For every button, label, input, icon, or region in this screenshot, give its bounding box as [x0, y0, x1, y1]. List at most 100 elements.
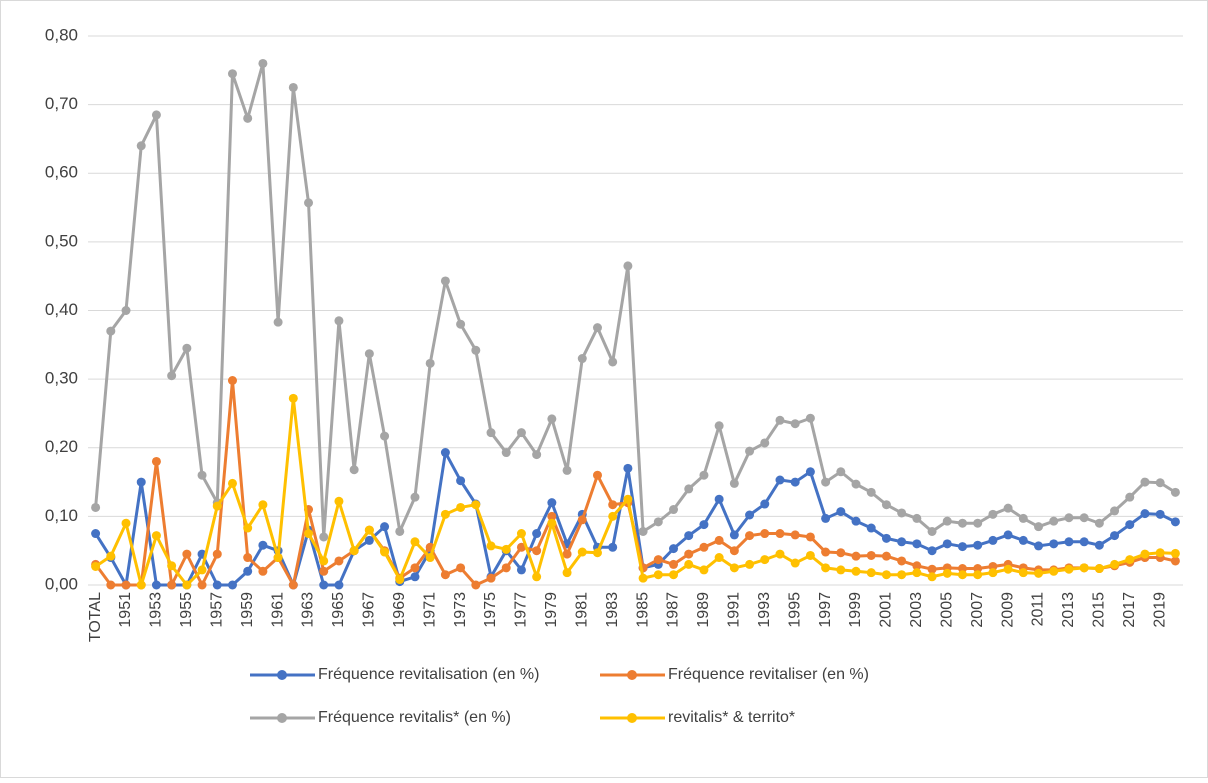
data-point [273, 553, 283, 563]
data-point [243, 553, 253, 563]
data-point [425, 358, 435, 368]
data-point [1170, 548, 1180, 558]
data-point [897, 570, 907, 580]
data-point [243, 566, 253, 576]
data-point [1155, 509, 1165, 519]
data-point [897, 556, 907, 566]
data-point [775, 475, 785, 485]
x-tick-label: 1995 [786, 592, 803, 628]
data-point [927, 546, 937, 556]
data-point [516, 542, 526, 552]
x-tick-label: 1985 [634, 592, 651, 628]
x-tick-label: 2001 [878, 592, 895, 628]
data-point [197, 565, 207, 575]
data-point [486, 428, 496, 438]
data-point [957, 570, 967, 580]
data-point [288, 82, 298, 92]
data-point [364, 535, 374, 545]
data-point [501, 544, 511, 554]
data-point [577, 354, 587, 364]
x-tick-label: 2003 [908, 592, 925, 628]
data-point [547, 518, 557, 528]
data-point [836, 565, 846, 575]
data-point [745, 559, 755, 569]
y-tick-label: 0,20 [45, 437, 78, 456]
data-point [638, 573, 648, 583]
x-tick-label: 1981 [573, 592, 590, 628]
data-point [501, 563, 511, 573]
data-point [1064, 564, 1074, 574]
y-tick-label: 0,50 [45, 231, 78, 250]
data-point [699, 542, 709, 552]
data-point [395, 575, 405, 585]
data-point [714, 553, 724, 563]
data-point [471, 345, 481, 355]
data-point [577, 515, 587, 525]
data-point [1170, 556, 1180, 566]
legend-marker [627, 713, 637, 723]
data-point [988, 568, 998, 578]
data-point [258, 500, 268, 510]
data-point [1110, 531, 1120, 541]
data-point [577, 547, 587, 557]
data-point [699, 520, 709, 530]
data-point [227, 375, 237, 385]
data-point [456, 319, 466, 329]
data-point [547, 498, 557, 508]
data-point [182, 580, 192, 590]
data-point [729, 478, 739, 488]
data-point [167, 580, 177, 590]
data-point [851, 566, 861, 576]
data-point [821, 513, 831, 523]
data-point [1049, 516, 1059, 526]
data-point [1049, 566, 1059, 576]
data-point [410, 492, 420, 502]
data-point [547, 414, 557, 424]
x-tick-label: 1989 [695, 592, 712, 628]
data-point [790, 477, 800, 487]
x-tick-label: 2011 [1030, 592, 1047, 627]
x-tick-label: 1961 [269, 592, 286, 628]
data-point [805, 467, 815, 477]
data-point [1094, 564, 1104, 574]
x-tick-label: 1997 [817, 592, 834, 628]
legend-marker [277, 713, 287, 723]
data-point [790, 419, 800, 429]
data-point [197, 580, 207, 590]
y-tick-label: 0,10 [45, 506, 78, 525]
data-point [1125, 520, 1135, 530]
data-point [516, 565, 526, 575]
data-point [881, 570, 891, 580]
data-point [562, 568, 572, 578]
data-point [745, 446, 755, 456]
legend-item: Fréquence revitalisation (en %) [250, 666, 539, 683]
data-point [1110, 506, 1120, 516]
data-point [410, 563, 420, 573]
x-tick-label: 1977 [513, 592, 530, 628]
data-point [729, 530, 739, 540]
data-point [714, 535, 724, 545]
data-point [1018, 513, 1028, 523]
data-point [106, 580, 116, 590]
data-point [212, 501, 222, 511]
legend-marker [627, 670, 637, 680]
data-point [836, 467, 846, 477]
data-point [380, 431, 390, 441]
data-point [471, 500, 481, 510]
data-point [1003, 503, 1013, 513]
data-point [805, 532, 815, 542]
data-point [1140, 477, 1150, 487]
data-point [334, 580, 344, 590]
data-point [380, 547, 390, 557]
data-point [562, 549, 572, 559]
data-point [532, 546, 542, 556]
data-point [121, 580, 131, 590]
data-point [471, 580, 481, 590]
data-point [547, 511, 557, 521]
data-point [608, 511, 618, 521]
data-point [866, 487, 876, 497]
data-point [273, 317, 283, 327]
data-point [805, 550, 815, 560]
data-point [973, 518, 983, 528]
